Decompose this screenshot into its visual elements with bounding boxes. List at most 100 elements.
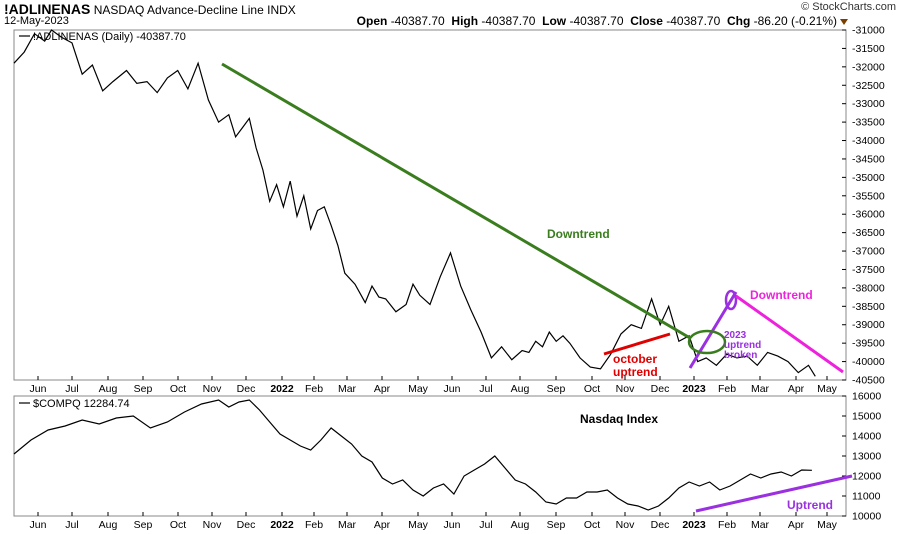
y-tick-label: -37000 [852,246,885,258]
x-tick-label: Mar [751,383,770,395]
compq-series-line [13,399,812,511]
adline-pane-legend: !ADLINENAS (Daily) -40387.70 [19,31,186,43]
x-tick-label: Oct [584,383,600,395]
y-tick-label: -31500 [852,43,885,55]
x-tick-label: Feb [305,383,323,395]
x-tick-label: Sep [134,383,153,395]
x-tick-label: Sep [547,519,566,531]
low-value: -40387.70 [569,14,624,28]
y-tick-label: -37500 [852,264,885,276]
x-tick-label: Dec [237,519,256,531]
october-uptrend-label-line1: october [613,352,657,366]
x-tick-label: Nov [203,519,222,531]
y-tick-label: -32500 [852,80,885,92]
y-tick-label: 13000 [852,451,881,463]
y-tick-label: -35500 [852,190,885,202]
x-tick-label: Mar [338,383,357,395]
low-label: Low [542,14,567,28]
close-value: -40387.70 [666,14,721,28]
compq-pane-legend: $COMPQ 12284.74 [19,398,130,410]
peak-circle [724,289,738,311]
y-tick-label: 10000 [852,511,881,523]
x-tick-label: Aug [511,383,530,395]
change-value: -86.20 (-0.21%) [753,14,837,28]
x-tick-label: Aug [511,519,530,531]
y-tick-label: -40500 [852,375,885,387]
change-label: Chg [726,14,751,28]
compq-y-axis: 10000 11000 12000 13000 14000 15000 16000 [842,391,881,523]
x-tick-label: Jul [479,383,492,395]
y-tick-label: -40000 [852,356,885,368]
y-tick-label: 16000 [852,391,881,403]
compq-pane-frame [13,395,847,517]
y-tick-label: 15000 [852,411,881,423]
x-tick-label: Jun [30,383,47,395]
x-tick-label: Aug [99,383,118,395]
y-tick-label: 14000 [852,431,881,443]
y-tick-label: -39000 [852,319,885,331]
x-tick-label: Apr [374,383,391,395]
uptrend-broken-label-line3: broken [724,350,757,361]
open-label: Open [356,14,388,28]
down-arrow-icon [840,18,848,25]
x-tick-label: Apr [788,383,805,395]
x-tick-label: Sep [134,519,153,531]
x-tick-label: Feb [718,519,736,531]
y-tick-label: -32000 [852,61,885,73]
october-uptrend-label-line2: uptrend [613,365,658,379]
adline-series-line [13,29,816,377]
x-tick-label: Nov [203,383,222,395]
y-tick-label: -34500 [852,153,885,165]
y-tick-label: -33000 [852,98,885,110]
x-tick-label: Oct [584,519,600,531]
x-tick-label: Sep [547,383,566,395]
adline-pane-label: !ADLINENAS (Daily) -40387.70 [33,31,186,43]
x-tick-label: 2023 [682,519,706,531]
x-tick-label: May [817,383,838,395]
uptrend-broken-label-line1: 2023 [724,330,747,341]
x-tick-label: Apr [374,519,391,531]
downtrend-label: Downtrend [547,227,610,241]
y-tick-label: -36500 [852,227,885,239]
x-tick-label: 2022 [270,383,294,395]
x-tick-label: Mar [751,519,770,531]
brand-watermark[interactable]: © StockCharts.com [801,1,896,13]
x-tick-label: Jun [444,519,461,531]
open-value: -40387.70 [390,14,445,28]
y-tick-label: -38500 [852,301,885,313]
recent-downtrend-label: Downtrend [750,288,813,302]
high-value: -40387.70 [481,14,536,28]
x-tick-label: Mar [338,519,357,531]
nasdaq-uptrend-label: Uptrend [787,498,833,512]
symbol-description: NASDAQ Advance-Decline Line INDX [93,3,296,17]
compq-pane-label: $COMPQ 12284.74 [33,398,130,410]
x-tick-label: Jul [479,519,492,531]
adline-pane-frame [13,29,847,381]
main-downtrend-line [221,62,691,340]
y-tick-label: 12000 [852,471,881,483]
x-tick-label: 2022 [270,519,294,531]
x-tick-label: Feb [718,383,736,395]
y-tick-label: -39500 [852,338,885,350]
symbol: !ADLINENAS [4,1,91,17]
x-tick-label: Jul [65,519,78,531]
y-tick-label: -35000 [852,172,885,184]
nasdaq-index-title: Nasdaq Index [580,412,658,426]
recent-downtrend-line [735,294,844,374]
x-tick-label: Nov [616,519,635,531]
y-tick-label: -31000 [852,25,885,37]
x-tick-label: Apr [788,519,805,531]
chart-header-title: !ADLINENAS NASDAQ Advance-Decline Line I… [4,1,296,17]
x-tick-label: Oct [170,383,186,395]
compq-x-axis: Jun Jul Aug Sep Oct Nov Dec 2022 Feb Mar Apr May Jun… [30,512,838,531]
x-tick-label: Dec [651,383,670,395]
uptrend-broken-label-line2: uptrend [724,340,761,351]
x-tick-label: Feb [305,519,323,531]
close-label: Close [630,14,663,28]
nasdaq-uptrend-line [695,474,853,513]
x-tick-label: Jun [30,519,47,531]
y-tick-label: -36000 [852,209,885,221]
x-tick-label: May [817,519,838,531]
y-tick-label: -34000 [852,135,885,147]
